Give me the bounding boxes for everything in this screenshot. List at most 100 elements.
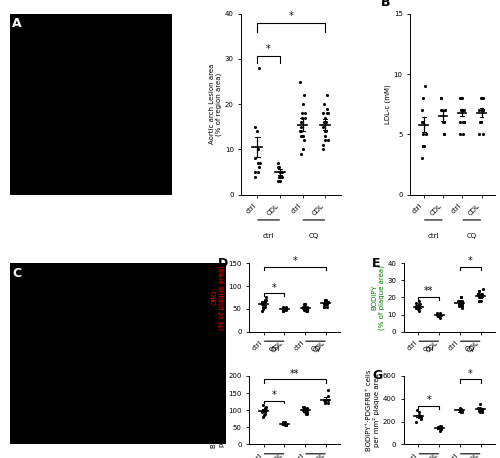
Point	[320, 303, 328, 310]
Point	[324, 298, 332, 305]
Point	[258, 307, 266, 315]
Point	[457, 300, 465, 308]
Point	[300, 92, 308, 99]
Text: G: G	[372, 369, 382, 382]
Point	[282, 303, 290, 310]
Text: B: B	[380, 0, 390, 9]
Point	[321, 300, 329, 308]
Point	[320, 100, 328, 108]
Point	[477, 94, 485, 102]
Point	[319, 146, 327, 153]
Point	[412, 304, 420, 311]
Point	[477, 294, 485, 301]
Point	[322, 300, 330, 308]
Point	[324, 92, 332, 99]
Point	[474, 290, 482, 298]
Text: **: **	[424, 286, 434, 296]
Point	[440, 119, 448, 126]
Point	[274, 177, 282, 185]
Point	[456, 404, 464, 412]
Point	[434, 311, 442, 318]
Text: C: C	[12, 267, 22, 280]
Point	[256, 159, 264, 167]
Point	[281, 419, 289, 426]
Point	[262, 406, 270, 414]
Point	[437, 94, 445, 102]
Text: *: *	[289, 11, 294, 21]
Point	[298, 132, 306, 140]
Point	[475, 287, 483, 294]
Point	[320, 296, 328, 304]
Point	[458, 302, 466, 310]
Point	[412, 418, 420, 425]
Point	[478, 94, 486, 102]
Point	[324, 298, 332, 305]
Point	[458, 405, 466, 413]
Point	[280, 420, 288, 427]
Point	[436, 425, 444, 432]
Point	[454, 300, 462, 308]
Point	[300, 304, 308, 311]
Point	[478, 294, 486, 301]
Point	[298, 114, 306, 121]
Point	[454, 300, 462, 308]
Point	[416, 300, 424, 308]
Point	[261, 406, 269, 414]
Point	[258, 298, 266, 305]
Point	[477, 294, 485, 301]
Point	[459, 107, 467, 114]
Point	[254, 146, 262, 153]
Point	[300, 306, 308, 313]
Point	[322, 298, 330, 305]
Point	[322, 296, 330, 304]
Point	[280, 306, 288, 313]
Point	[296, 123, 304, 131]
Point	[460, 131, 468, 138]
Point	[476, 119, 484, 126]
Point	[260, 412, 268, 419]
Point	[475, 294, 483, 301]
Point	[478, 290, 486, 298]
Point	[456, 302, 464, 310]
Point	[274, 164, 282, 171]
Point	[458, 299, 466, 306]
Point	[477, 406, 485, 414]
Text: ctrl: ctrl	[268, 346, 280, 352]
Point	[282, 305, 290, 312]
Point	[301, 109, 309, 117]
Point	[299, 100, 307, 108]
Point	[320, 303, 328, 310]
Text: *: *	[272, 283, 276, 293]
Point	[304, 410, 312, 417]
Point	[280, 420, 288, 427]
Point	[436, 309, 444, 316]
Point	[460, 107, 468, 114]
Point	[415, 304, 423, 311]
Point	[456, 299, 464, 306]
Point	[251, 173, 259, 180]
Point	[303, 406, 311, 414]
Point	[436, 424, 444, 431]
Text: E: E	[372, 256, 380, 270]
Point	[321, 114, 329, 121]
Text: CQ: CQ	[310, 346, 320, 352]
Point	[454, 297, 462, 305]
Point	[436, 314, 444, 322]
Point	[301, 114, 309, 121]
Text: *: *	[266, 44, 271, 54]
Point	[278, 303, 286, 310]
Point	[301, 303, 309, 310]
Point	[321, 398, 329, 405]
Point	[300, 305, 308, 312]
Point	[282, 421, 290, 428]
Point	[478, 107, 486, 114]
Point	[320, 396, 328, 403]
Point	[258, 408, 266, 415]
Point	[280, 305, 287, 312]
Point	[458, 94, 466, 102]
Text: *: *	[468, 369, 472, 379]
Point	[258, 300, 266, 308]
Point	[252, 169, 260, 176]
Point	[262, 403, 270, 410]
Point	[282, 422, 290, 429]
